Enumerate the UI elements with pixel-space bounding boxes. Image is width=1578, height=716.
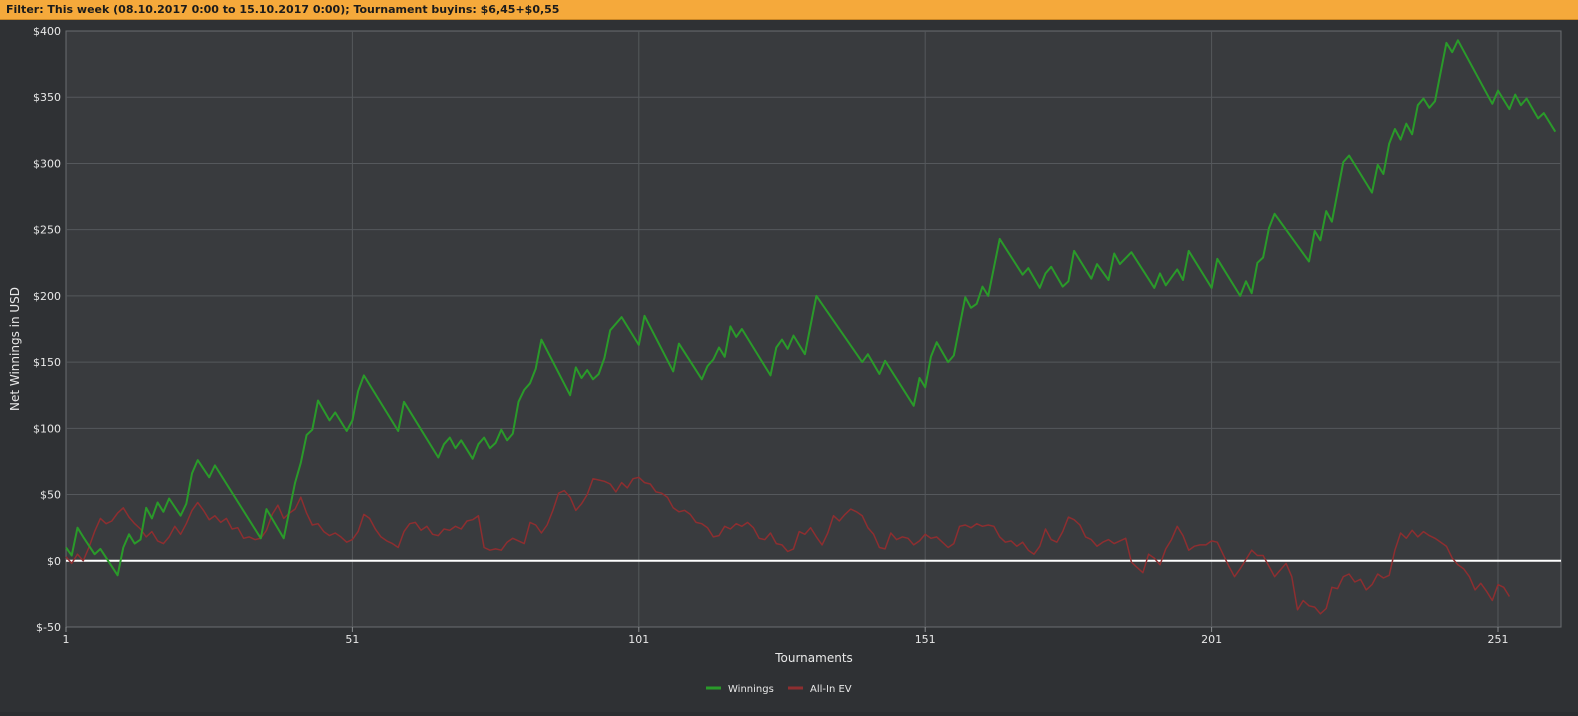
y-tick-label: $350 — [33, 91, 61, 104]
y-axis: $-50 $0 $50 $100 $150 $200 $250 $300 $350 $400 — [33, 25, 61, 634]
y-tick-label: $150 — [33, 356, 61, 369]
series-line-all-in-ev — [65, 476, 1511, 615]
y-tick-label: $400 — [33, 25, 61, 38]
x-axis: 1 51 101 151 201 251 — [63, 627, 1508, 646]
y-tick-label: $0 — [47, 555, 61, 568]
series-line-winnings — [65, 39, 1557, 577]
x-tick-label: 101 — [628, 633, 649, 646]
filter-bar: Filter: This week (08.10.2017 0:00 to 15… — [0, 0, 1578, 20]
x-tick-label: 251 — [1487, 633, 1508, 646]
x-tick-label: 1 — [63, 633, 70, 646]
y-axis-title: Net Winnings in USD — [8, 287, 22, 411]
x-tick-label: 51 — [345, 633, 359, 646]
legend[interactable]: Winnings All-In EV — [706, 684, 852, 695]
x-axis-title: Tournaments — [774, 651, 853, 665]
y-tick-label: $-50 — [36, 621, 61, 634]
x-tick-label: 201 — [1201, 633, 1222, 646]
y-tick-label: $300 — [33, 157, 61, 170]
y-tick-label: $250 — [33, 224, 61, 237]
plot-background — [65, 30, 1562, 628]
legend-allin-label[interactable]: All-In EV — [810, 684, 852, 695]
legend-winnings-label[interactable]: Winnings — [728, 684, 774, 695]
filter-text: Filter: This week (08.10.2017 0:00 to 15… — [6, 3, 560, 16]
x-tick-label: 151 — [915, 633, 936, 646]
y-tick-label: $100 — [33, 422, 61, 435]
series-group — [65, 39, 1557, 615]
y-tick-label: $200 — [33, 290, 61, 303]
y-tick-label: $50 — [40, 489, 61, 502]
grid-lines — [66, 31, 1561, 627]
